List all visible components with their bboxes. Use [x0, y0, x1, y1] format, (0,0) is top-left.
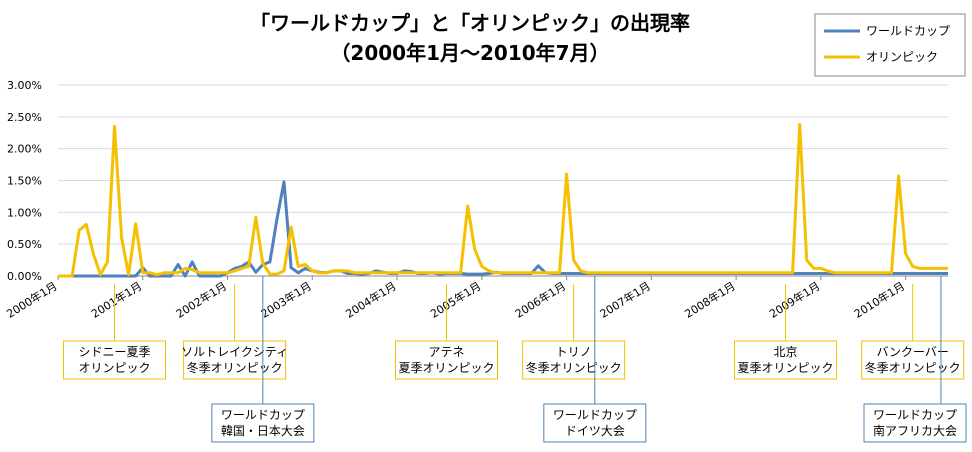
x-tick-label: 2010年1月	[851, 279, 907, 321]
annotation-box	[522, 340, 626, 380]
annotation-label: 南アフリカ大会	[873, 423, 957, 438]
annotation-box	[211, 403, 315, 443]
y-tick-label: 3.00%	[7, 79, 42, 92]
y-tick-label: 1.00%	[7, 206, 42, 219]
annotation-label: ソルトレイクシティ	[181, 345, 288, 359]
series-line	[58, 123, 948, 278]
legend-box	[814, 13, 966, 77]
x-tick-label: 2001年1月	[89, 279, 145, 321]
annotation-box	[183, 340, 287, 380]
chart-title-group: 「ワールドカップ」と「オリンピック」の出現率 （2000年1月～2010年7月）	[250, 11, 690, 65]
annotation-label: 冬季オリンピック	[187, 360, 283, 375]
annotation-label: シドニー夏季	[79, 345, 151, 359]
annotation-label: 韓国・日本大会	[221, 424, 305, 438]
x-tick-label: 2007年1月	[597, 279, 653, 321]
annotation-box	[863, 403, 967, 443]
legend-label: ワールドカップ	[866, 24, 950, 38]
annotation-box	[543, 403, 647, 443]
x-tick-label: 2005年1月	[428, 279, 484, 321]
chart-title: 「ワールドカップ」と「オリンピック」の出現率	[250, 11, 690, 35]
annotation-label: 夏季オリンピック	[738, 361, 834, 375]
x-tick-label: 2004年1月	[343, 279, 399, 321]
event-annotations: シドニー夏季オリンピックソルトレイクシティ冬季オリンピックワールドカップ韓国・日…	[63, 276, 967, 443]
y-tick-label: 2.50%	[7, 111, 42, 124]
x-tick-label: 2009年1月	[767, 279, 823, 321]
x-tick-label: 2000年1月	[4, 279, 60, 321]
annotation-label: ワールドカップ	[553, 408, 637, 422]
y-tick-label: 1.50%	[7, 175, 42, 188]
legend-label: オリンピック	[866, 50, 938, 64]
y-tick-label: 0.50%	[7, 238, 42, 251]
annotation-label: 北京	[774, 345, 798, 359]
series-lines	[58, 123, 948, 278]
x-tick-label: 2008年1月	[682, 279, 738, 321]
annotation-label: 夏季オリンピック	[398, 361, 494, 375]
y-tick-label: 0.00%	[7, 270, 42, 283]
x-tick-label: 2002年1月	[173, 279, 229, 321]
annotation-label: ワールドカップ	[873, 408, 957, 422]
annotation-label: ドイツ大会	[565, 424, 625, 438]
annotation-box	[63, 340, 167, 380]
chart-subtitle: （2000年1月～2010年7月）	[330, 41, 609, 65]
annotation-label: バンクーバー	[876, 345, 948, 359]
annotation-label: ワールドカップ	[221, 408, 305, 422]
annotation-label: トリノ	[556, 345, 592, 359]
annotation-label: アテネ	[428, 345, 464, 359]
gridlines	[58, 84, 948, 245]
annotation-box	[861, 340, 965, 380]
series-line	[58, 180, 948, 278]
annotation-box	[394, 340, 498, 380]
x-tick-label: 2006年1月	[512, 279, 568, 321]
annotation-label: 冬季オリンピック	[865, 360, 961, 375]
y-axis-tick-labels: 0.00% 0.50% 1.00% 1.50% 2.00% 2.50% 3.00%	[7, 79, 42, 283]
y-tick-label: 2.00%	[7, 143, 42, 156]
annotation-box	[734, 340, 838, 380]
x-tick-label: 2003年1月	[258, 279, 314, 321]
x-axis: 2000年1月 2001年1月 2002年1月 2003年1月 2004年1月 2005年…	[4, 275, 948, 321]
annotation-label: オリンピック	[79, 361, 151, 375]
annotation-label: 冬季オリンピック	[526, 360, 622, 375]
